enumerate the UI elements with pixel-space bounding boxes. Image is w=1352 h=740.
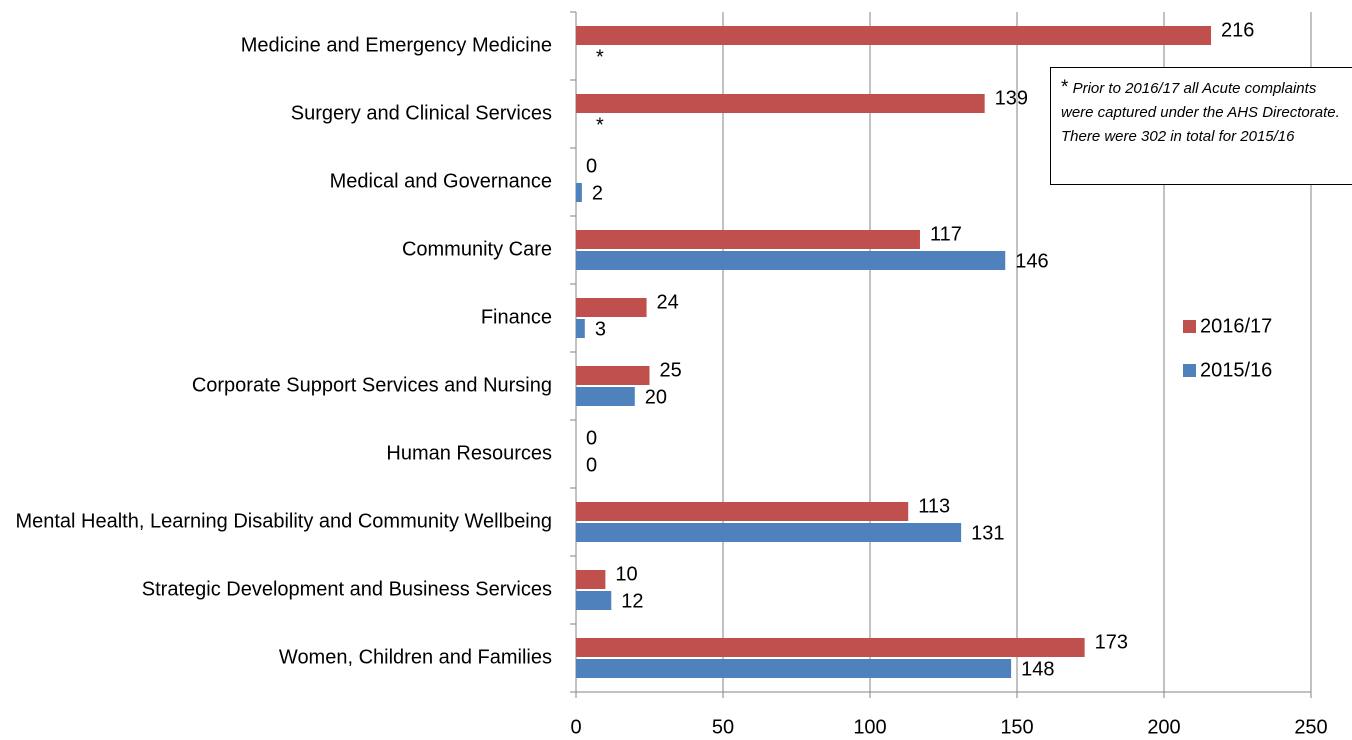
value-label: 20: [645, 386, 667, 408]
annotation-marker: *: [1061, 77, 1069, 98]
value-label: 173: [1095, 631, 1128, 653]
bar: [576, 298, 647, 317]
y-tick-label: Community Care: [401, 238, 552, 261]
bar: [576, 570, 606, 589]
value-label: *: [596, 46, 604, 68]
legend-label: 2016/17: [1200, 315, 1272, 337]
x-tick-label: 150: [1000, 716, 1033, 738]
y-tick-label: Medical and Governance: [329, 170, 552, 193]
x-tick-label: 200: [1147, 716, 1180, 738]
y-tick-label: Finance: [480, 306, 552, 329]
bar: [576, 94, 985, 113]
y-tick-label: Human Resources: [386, 442, 552, 465]
value-label: 0: [586, 454, 597, 476]
bar: [576, 523, 962, 542]
annotation-box: * Prior to 2016/17 all Acute complaints …: [1050, 67, 1352, 185]
value-label: 131: [971, 522, 1004, 544]
x-tick-label: 100: [853, 716, 886, 738]
value-label: 25: [660, 359, 682, 381]
value-label: 139: [995, 87, 1028, 109]
y-tick-label: Women, Children and Families: [278, 646, 552, 669]
value-label: 117: [930, 223, 962, 245]
value-label: 0: [586, 155, 597, 177]
y-tick-label: Surgery and Clinical Services: [290, 102, 552, 125]
value-label: 24: [657, 291, 679, 313]
value-label: 3: [595, 318, 606, 340]
y-tick-label: Strategic Development and Business Servi…: [141, 578, 552, 601]
y-tick-label: Corporate Support Services and Nursing: [191, 374, 552, 397]
bar: [576, 638, 1085, 657]
value-label: 2: [592, 182, 603, 204]
bar: [576, 230, 920, 249]
value-label: 113: [918, 495, 950, 517]
bar: [576, 502, 909, 521]
x-tick-label: 50: [712, 716, 734, 738]
legend-swatch: [1183, 364, 1196, 377]
legend-swatch: [1183, 320, 1196, 333]
bar: [576, 26, 1212, 45]
value-label: 0: [586, 427, 597, 449]
bar: [576, 387, 635, 406]
x-tick-label: 0: [570, 716, 581, 738]
value-label: *: [596, 114, 604, 136]
value-label: 216: [1221, 19, 1254, 41]
bar: [576, 319, 585, 338]
value-label: 148: [1021, 658, 1054, 680]
bar: [576, 659, 1012, 678]
annotation-text: Prior to 2016/17 all Acute complaints we…: [1061, 80, 1340, 145]
value-label: 12: [621, 590, 643, 612]
bar: [576, 251, 1006, 270]
value-label: 146: [1015, 250, 1048, 272]
bar: [576, 183, 582, 202]
x-tick-label: 250: [1294, 716, 1327, 738]
legend-label: 2015/16: [1200, 359, 1272, 381]
y-tick-label: Medicine and Emergency Medicine: [240, 34, 552, 57]
y-tick-label: Mental Health, Learning Disability and C…: [15, 510, 552, 533]
bar: [576, 366, 650, 385]
bar: [576, 591, 612, 610]
value-label: 10: [615, 563, 637, 585]
